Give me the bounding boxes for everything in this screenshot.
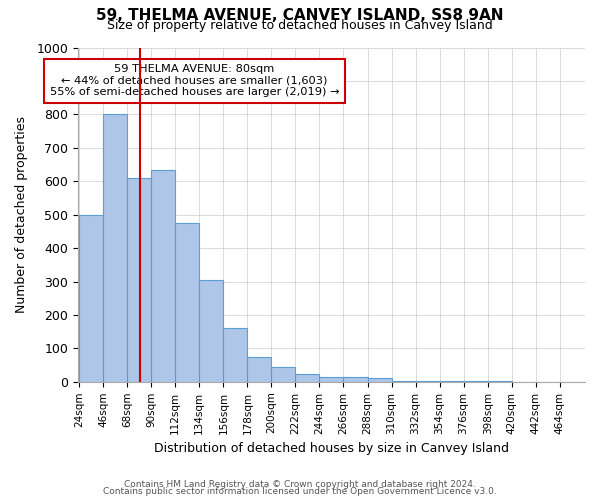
Bar bbox=[79, 214, 103, 382]
Bar bbox=[103, 114, 127, 382]
Bar bbox=[271, 367, 295, 382]
Y-axis label: Number of detached properties: Number of detached properties bbox=[15, 116, 28, 313]
Text: 59, THELMA AVENUE, CANVEY ISLAND, SS8 9AN: 59, THELMA AVENUE, CANVEY ISLAND, SS8 9A… bbox=[96, 8, 504, 22]
X-axis label: Distribution of detached houses by size in Canvey Island: Distribution of detached houses by size … bbox=[154, 442, 509, 455]
Bar bbox=[416, 381, 440, 382]
Bar bbox=[199, 280, 223, 382]
Bar bbox=[247, 356, 271, 382]
Bar bbox=[223, 328, 247, 382]
Bar bbox=[295, 374, 319, 382]
Bar bbox=[127, 178, 151, 382]
Bar bbox=[319, 377, 343, 382]
Bar bbox=[488, 381, 512, 382]
Bar bbox=[440, 381, 464, 382]
Bar bbox=[151, 170, 175, 382]
Bar bbox=[175, 223, 199, 382]
Bar bbox=[392, 381, 416, 382]
Text: Contains public sector information licensed under the Open Government Licence v3: Contains public sector information licen… bbox=[103, 487, 497, 496]
Bar bbox=[368, 378, 392, 382]
Text: 59 THELMA AVENUE: 80sqm
← 44% of detached houses are smaller (1,603)
55% of semi: 59 THELMA AVENUE: 80sqm ← 44% of detache… bbox=[50, 64, 340, 98]
Text: Contains HM Land Registry data © Crown copyright and database right 2024.: Contains HM Land Registry data © Crown c… bbox=[124, 480, 476, 489]
Bar bbox=[464, 381, 488, 382]
Bar bbox=[343, 377, 368, 382]
Text: Size of property relative to detached houses in Canvey Island: Size of property relative to detached ho… bbox=[107, 19, 493, 32]
